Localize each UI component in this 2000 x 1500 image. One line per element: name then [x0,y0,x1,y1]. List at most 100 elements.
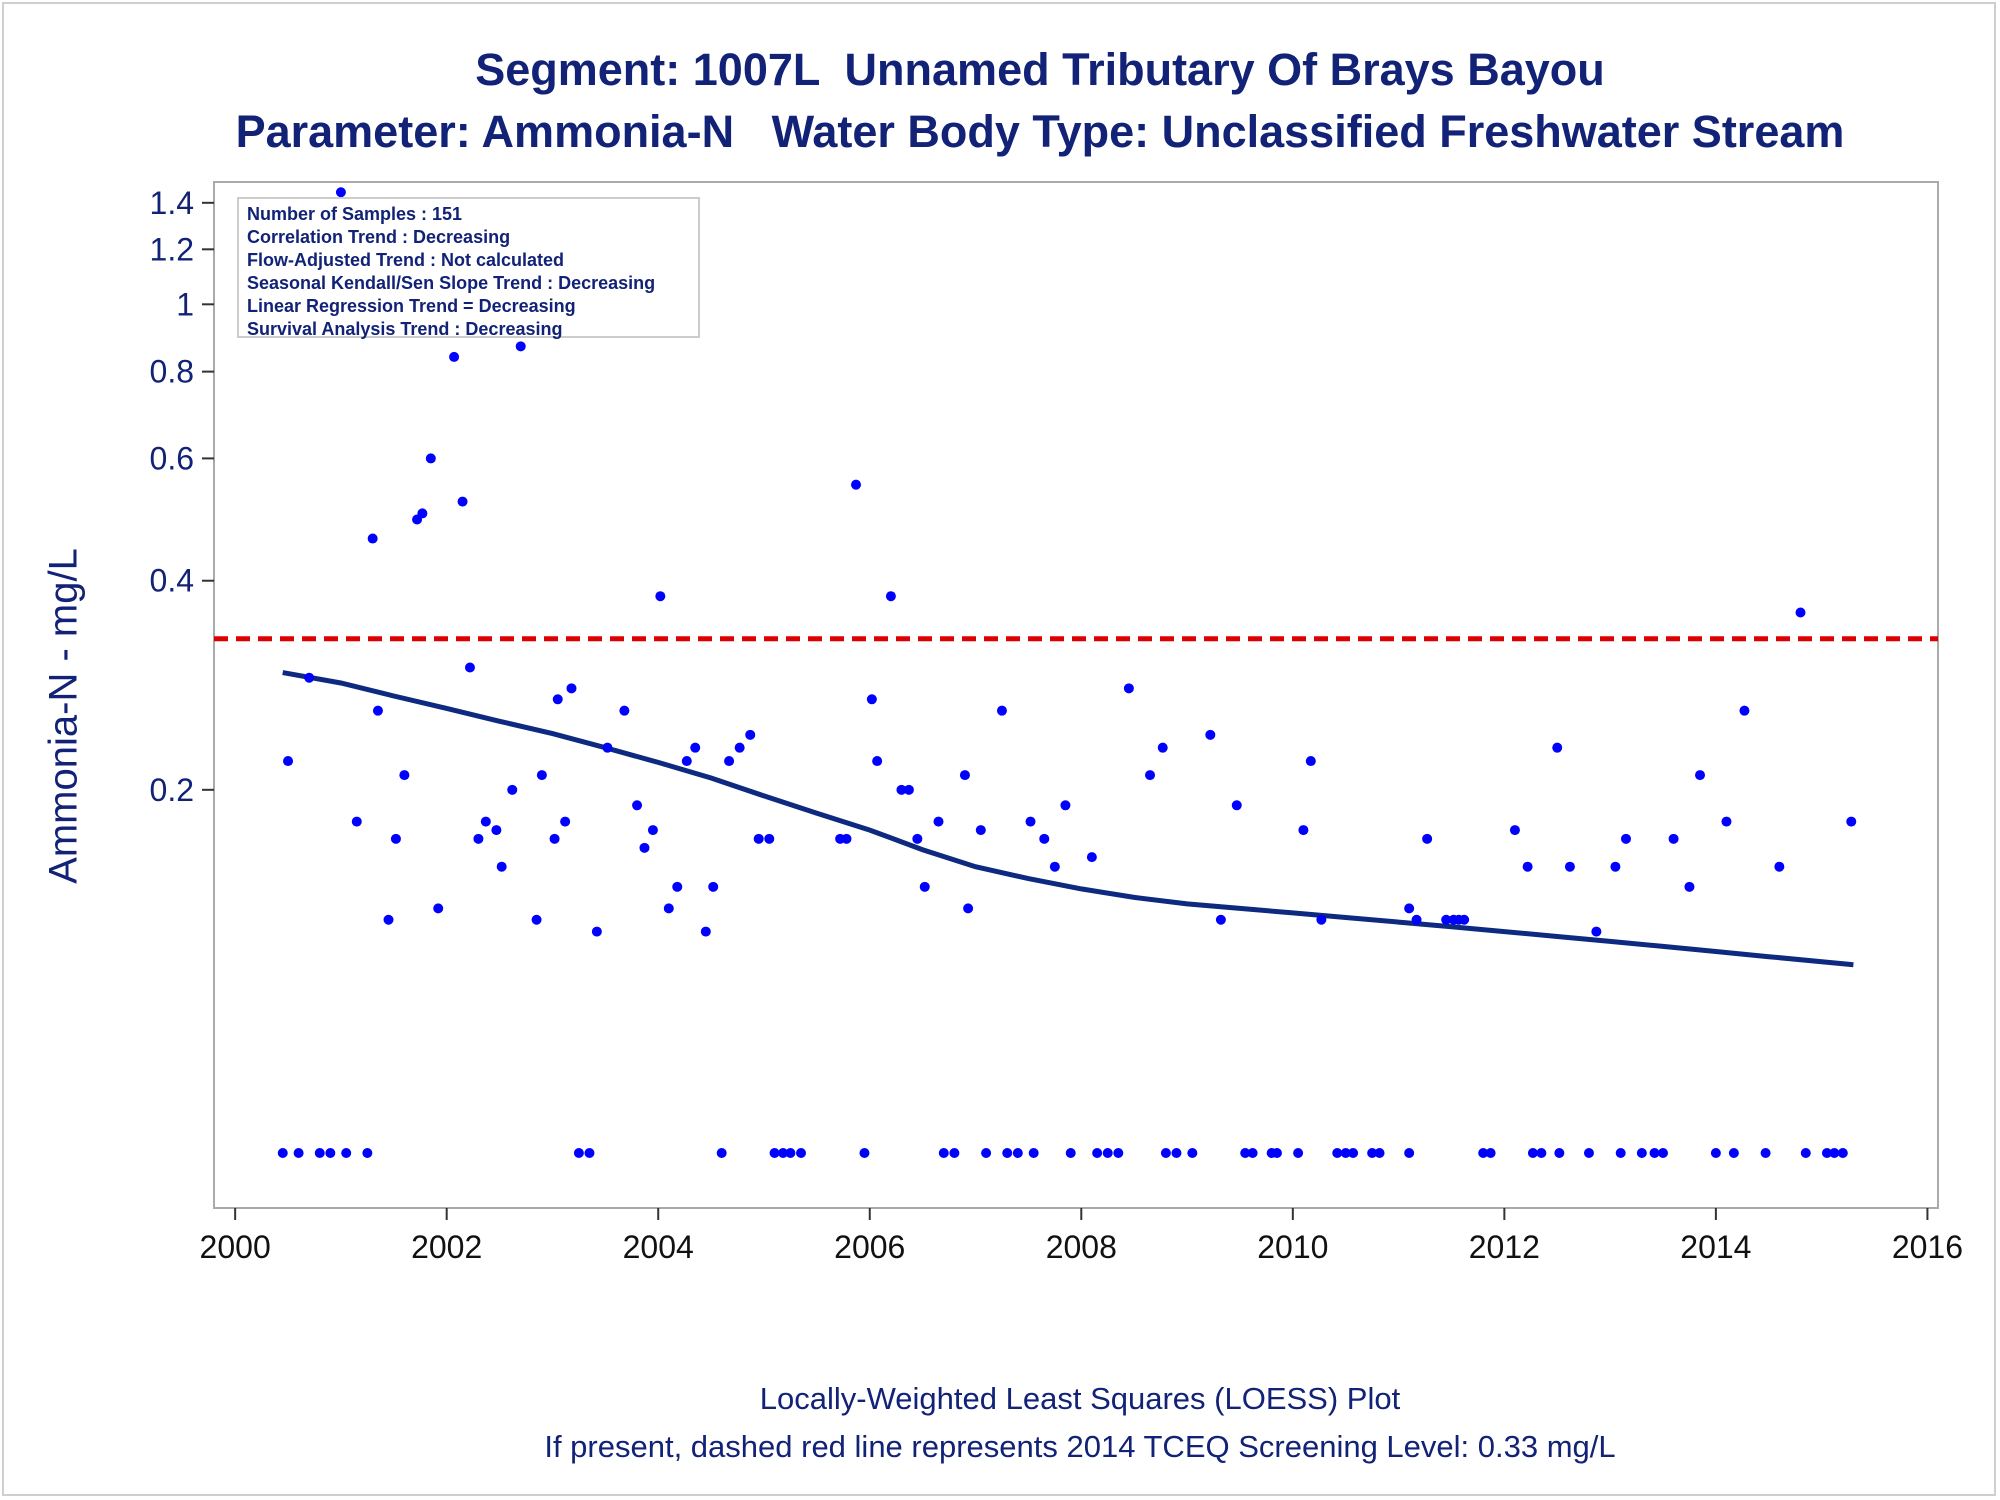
censored-data-point [1800,1148,1811,1159]
data-point [433,903,444,914]
data-point [690,742,701,753]
censored-data-point [1002,1148,1013,1159]
data-point [1157,742,1168,753]
data-point [283,756,294,767]
footnote-screening-level: If present, dashed red line represents 2… [544,1429,1616,1464]
censored-data-point [1485,1148,1496,1159]
y-tick-label: 0.4 [150,563,194,599]
data-point [872,756,883,767]
data-point [1695,770,1706,781]
censored-data-point [1187,1148,1198,1159]
censored-data-point [1710,1148,1721,1159]
censored-data-point [1247,1148,1258,1159]
data-point [552,694,563,705]
censored-data-point [1837,1148,1848,1159]
censored-data-point [1092,1148,1103,1159]
data-point [496,861,507,872]
stat-sample-count: Number of Samples : 151 [247,204,463,224]
data-point [351,816,362,827]
censored-data-point [796,1148,807,1159]
censored-data-point [1374,1148,1385,1159]
data-point [919,881,930,892]
censored-data-point [1348,1148,1359,1159]
data-point [1620,833,1631,844]
censored-data-point [1583,1148,1594,1159]
data-point [975,825,986,836]
data-point [933,816,944,827]
censored-data-point [362,1148,373,1159]
data-point [647,825,658,836]
data-point [764,833,775,844]
censored-data-point [949,1148,960,1159]
data-point [335,187,346,198]
data-point [399,770,410,781]
stats-legend-box: Number of Samples : 151 Correlation Tren… [237,197,700,339]
data-point [619,705,630,716]
data-point [480,816,491,827]
censored-data-point [769,1148,780,1159]
data-point [700,926,711,937]
data-point [1049,861,1060,872]
data-point [560,816,571,827]
x-tick-label: 2006 [834,1229,905,1265]
data-point [963,903,974,914]
data-point [663,903,674,914]
censored-data-point [1065,1148,1076,1159]
data-point [1205,729,1216,740]
x-tick-label: 2012 [1469,1229,1540,1265]
x-tick-label: 2008 [1046,1229,1117,1265]
censored-data-point [1649,1148,1660,1159]
data-point [383,914,394,925]
data-point [1025,816,1036,827]
censored-data-point [1240,1148,1251,1159]
data-point [1721,816,1732,827]
data-point [515,341,526,352]
x-tick-label: 2002 [411,1229,482,1265]
data-point [1411,914,1422,925]
data-point [681,756,692,767]
censored-data-point [1536,1148,1547,1159]
data-point [903,784,914,795]
data-point [851,479,862,490]
plot-area [213,181,1939,1209]
data-point [1145,770,1156,781]
data-point [841,833,852,844]
x-tick-label: 2016 [1892,1229,1963,1265]
censored-data-point [584,1148,595,1159]
data-point [708,881,719,892]
data-point [959,770,970,781]
data-point [1846,816,1857,827]
censored-data-point [1658,1148,1669,1159]
censored-data-point [938,1148,949,1159]
data-point [1610,861,1621,872]
data-point [672,881,683,892]
data-point [464,662,475,673]
data-point [491,825,502,836]
data-point [602,742,613,753]
data-point [655,591,666,602]
censored-data-point [981,1148,992,1159]
data-point [632,800,643,811]
data-point [417,508,428,519]
censored-data-point [785,1148,796,1159]
censored-data-point [778,1148,789,1159]
censored-data-point [1102,1148,1113,1159]
data-point [390,833,401,844]
footnote-loess: Locally-Weighted Least Squares (LOESS) P… [759,1381,1401,1416]
y-axis-label: Ammonia-N - mg/L [41,548,86,884]
censored-data-point [1271,1148,1282,1159]
censored-data-point [1113,1148,1124,1159]
data-point [1298,825,1309,836]
censored-data-point [1636,1148,1647,1159]
data-point [885,591,896,602]
data-point [866,694,877,705]
data-point [1522,861,1533,872]
stat-linear-regression-trend: Linear Regression Trend = Decreasing [247,296,576,316]
data-point [1123,683,1134,694]
data-point [1591,926,1602,937]
censored-data-point [1615,1148,1626,1159]
censored-data-point [277,1148,288,1159]
data-point [536,770,547,781]
censored-data-point [1171,1148,1182,1159]
